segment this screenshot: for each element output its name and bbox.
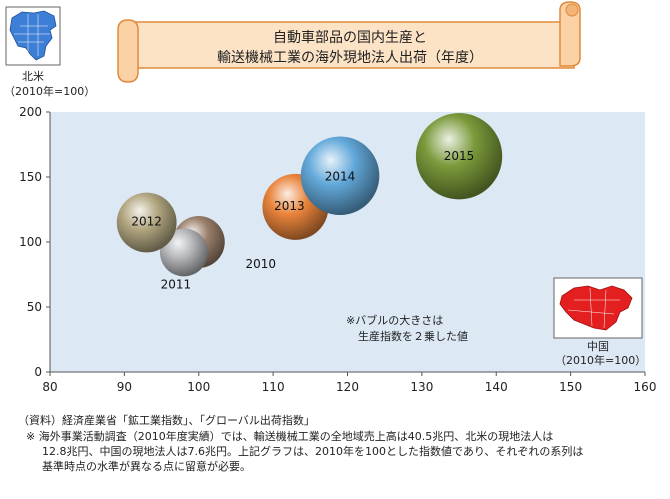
bubble-note-line1: ※バブルの大きさは (346, 314, 444, 327)
bubble-label-2011: 2011 (161, 277, 192, 291)
y-tick-label: 150 (19, 170, 42, 184)
china-land (559, 285, 633, 331)
source-note-line2: ※ 海外事業活動調査（2010年度実績）では、輸送機械工業の全地域売上高は40.… (26, 430, 554, 443)
y-tick-label: 100 (19, 235, 42, 249)
china-map (553, 277, 643, 339)
bubble-2014 (300, 136, 380, 215)
source-note-line4: 基準時点の水準が異なる点に留意が必要。 (42, 460, 251, 473)
x-tick-label: 150 (559, 380, 582, 394)
axes: 0 50 100 150 200 80 90 100 110 120 130 140 150 160 (19, 105, 656, 394)
bubble-label-2014: 2014 (325, 170, 356, 184)
north-america-land (9, 10, 57, 61)
bubble-label-2012: 2012 (131, 215, 162, 229)
bubble-label-2010: 2010 (245, 257, 276, 271)
chart-title-line1: 自動車部品の国内生産と (273, 29, 427, 46)
x-tick-label: 140 (485, 380, 508, 394)
x-tick-label: 80 (42, 380, 57, 394)
bubble-2015 (415, 113, 503, 200)
bubble-2011 (159, 228, 208, 277)
x-tick-label: 160 (634, 380, 657, 394)
china-base-label: （2010年=100） (555, 354, 647, 367)
y-tick-label: 200 (19, 105, 42, 119)
bubble-label-2015: 2015 (444, 149, 475, 163)
north-america-caption: 北米 (8, 70, 58, 84)
bubble-size-note: ※バブルの大きさは 生産指数を２乗した値 (346, 313, 468, 345)
north-america-map (5, 6, 61, 66)
source-note-line1: （資料）経済産業省「鉱工業指数」、「グローバル出荷指数」 (18, 414, 315, 427)
x-tick-label: 110 (262, 380, 285, 394)
north-america-region-label: 北米 (22, 70, 44, 83)
bubble-label-2013: 2013 (274, 199, 305, 213)
north-america-base-caption: （2010年=100） (4, 85, 95, 99)
y-tick-label: 0 (34, 365, 42, 379)
title-banner: 自動車部品の国内生産と 輸送機械工業の海外現地法人出荷（年度） (117, 1, 581, 83)
x-tick-label: 130 (410, 380, 433, 394)
north-america-base-label: （2010年=100） (4, 85, 96, 98)
source-note-line3: 12.8兆円、中国の現地法人は7.6兆円。上記グラフは、2010年を100とした… (42, 445, 584, 458)
china-caption: 中国 （2010年=100） (555, 340, 647, 368)
x-tick-label: 120 (336, 380, 359, 394)
x-tick-label: 90 (117, 380, 132, 394)
y-tick-label: 50 (27, 300, 42, 314)
bubble-note-line2: 生産指数を２乗した値 (358, 330, 468, 343)
china-region-label: 中国 (587, 340, 609, 353)
bubbles: 2010 2011 2012 2013 2014 2015 (116, 113, 503, 291)
x-tick-label: 100 (187, 380, 210, 394)
chart-title-line2: 輸送機械工業の海外現地法人出荷（年度） (217, 50, 483, 66)
bubble-2012 (116, 192, 177, 253)
